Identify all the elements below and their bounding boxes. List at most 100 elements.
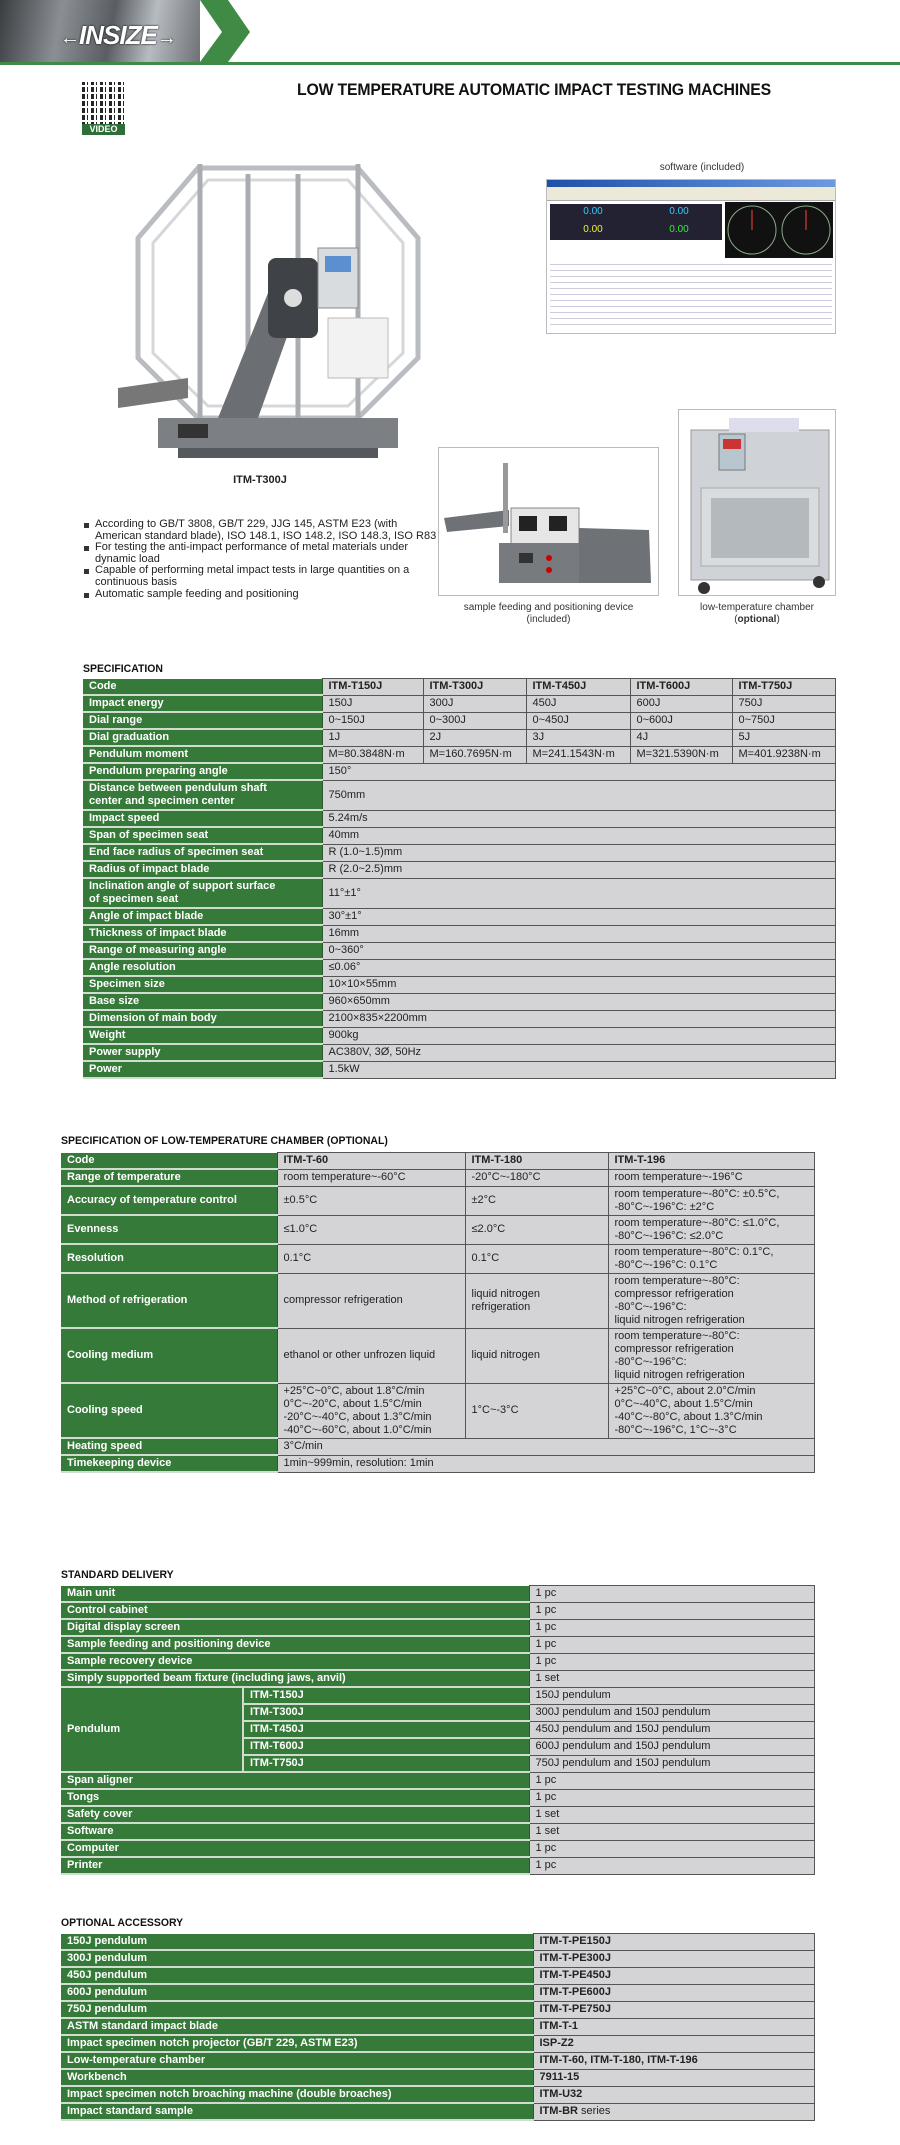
row-value: 3°C/min xyxy=(276,1437,815,1456)
row-label: Pendulum preparing angle xyxy=(83,763,323,782)
row-label: Range of measuring angle xyxy=(83,942,323,961)
row-value: M=401.9238N·m xyxy=(731,745,836,764)
accessory-code: 7911-15 xyxy=(532,2068,815,2087)
row-value: room temperature~-80°C: compressor refri… xyxy=(607,1327,815,1384)
table-row: Printer 1 pc xyxy=(61,1856,815,1876)
accessory-label: Impact specimen notch broaching machine … xyxy=(61,2086,534,2105)
row-value: 5.24m/s xyxy=(321,809,836,828)
table-row: Dial range 0~150J 0~300J 0~450J 0~600J 0~750J xyxy=(83,711,836,731)
table-row: Dial graduation 1J 2J 3J 4J 5J xyxy=(83,728,836,748)
software-toolbar xyxy=(547,187,835,201)
table-row: Evenness ≤1.0°C ≤2.0°C room temperature~-80… xyxy=(61,1214,815,1246)
table-row: Sample feeding and positioning device 1 p… xyxy=(61,1635,815,1655)
table-row: Power supply AC380V, 3Ø, 50Hz xyxy=(83,1043,836,1063)
row-label: Angle of impact blade xyxy=(83,908,323,927)
row-value: liquid nitrogen xyxy=(464,1327,609,1384)
row-label: Range of temperature xyxy=(61,1169,278,1188)
pendulum-value: 300J pendulum and 150J pendulum xyxy=(528,1703,815,1722)
item-label: Software xyxy=(61,1823,530,1842)
item-label: Main unit xyxy=(61,1585,530,1604)
row-label: Heating speed xyxy=(61,1438,278,1457)
table-row: Specimen size 10×10×55mm xyxy=(83,975,836,995)
sample-feeding-device-image xyxy=(438,447,659,596)
row-value: 10×10×55mm xyxy=(321,975,836,994)
row-value: 1.5kW xyxy=(321,1060,836,1079)
table-row: Inclination angle of support surface of … xyxy=(83,877,836,910)
table-row: Computer 1 pc xyxy=(61,1839,815,1859)
accessory-code-value: ITM-T-PE450J xyxy=(539,1969,612,1982)
row-label: Evenness xyxy=(61,1215,278,1246)
table-row: 450J pendulum ITM-T-PE450J xyxy=(61,1966,815,1986)
accessory-code: ITM-T-1 xyxy=(532,2017,815,2036)
accessory-code: ITM-T-PE150J xyxy=(532,1933,815,1951)
row-value: M=80.3848N·m xyxy=(321,745,424,764)
row-value: M=321.5390N·m xyxy=(629,745,733,764)
feature-item: For testing the anti-impact performance … xyxy=(82,541,442,565)
feeder-caption-line2: (included) xyxy=(526,614,571,625)
item-label: Printer xyxy=(61,1857,530,1876)
accessory-label: 300J pendulum xyxy=(61,1950,534,1969)
banner-chevron xyxy=(200,0,250,62)
row-value: 30°±1° xyxy=(321,907,836,926)
accessory-code: ITM-T-60, ITM-T-180, ITM-T-196 xyxy=(532,2051,815,2070)
item-qty: 1 set xyxy=(528,1669,815,1688)
accessory-code-value: ITM-T-PE300J xyxy=(539,1952,612,1965)
row-value: 1J xyxy=(321,728,424,747)
row-value: 450J xyxy=(525,694,631,713)
row-value: R (1.0~1.5)mm xyxy=(321,843,836,862)
row-value: 0~600J xyxy=(629,711,733,730)
row-value: ±2°C xyxy=(464,1185,609,1216)
item-label: Digital display screen xyxy=(61,1619,530,1638)
video-qr-code[interactable]: VIDEO xyxy=(82,82,125,135)
table-row: Base size 960×650mm xyxy=(83,992,836,1012)
insize-logo[interactable]: INSIZE xyxy=(60,20,176,51)
spec-table: Code ITM-T150J ITM-T300J ITM-T450J ITM-T600J… xyxy=(83,678,836,1080)
accessory-label: Low-temperature chamber xyxy=(61,2052,534,2071)
feature-item: Automatic sample feeding and positioning xyxy=(82,588,442,601)
row-label: Impact energy xyxy=(83,695,323,714)
accessory-code-value: ISP-Z2 xyxy=(539,2037,574,2050)
pendulum-label: Pendulum xyxy=(61,1687,244,1774)
row-value: +25°C~0°C, about 2.0°C/min 0°C~-40°C, ab… xyxy=(607,1382,815,1439)
table-row: Pendulum preparing angle 150° xyxy=(83,762,836,782)
accessory-label: ASTM standard impact blade xyxy=(61,2018,534,2037)
row-value: 5J xyxy=(731,728,836,747)
item-label: Computer xyxy=(61,1840,530,1859)
code-header: Code xyxy=(61,1152,278,1171)
row-value: M=241.1543N·m xyxy=(525,745,631,764)
row-value: room temperature~-196°C xyxy=(607,1168,815,1187)
row-value: room temperature~-60°C xyxy=(276,1168,466,1187)
code-header: Code xyxy=(83,678,323,697)
accessory-label: 750J pendulum xyxy=(61,2001,534,2020)
item-qty: 1 pc xyxy=(528,1771,815,1790)
accessory-code-value: ITM-T-PE600J xyxy=(539,1986,612,1999)
row-label: Dial graduation xyxy=(83,729,323,748)
table-row: Pendulum ITM-T150J 150J pendulum xyxy=(61,1686,815,1774)
row-value: ≤0.06° xyxy=(321,958,836,977)
accessory-code-value: ITM-T-1 xyxy=(539,2020,579,2033)
table-row: Impact speed 5.24m/s xyxy=(83,809,836,829)
table-row: Simply supported beam fixture (including… xyxy=(61,1669,815,1689)
feeder-caption-line1: sample feeding and positioning device xyxy=(463,602,634,613)
item-label: Sample feeding and positioning device xyxy=(61,1636,530,1655)
item-qty: 1 pc xyxy=(528,1585,815,1603)
software-dials xyxy=(725,202,833,258)
row-value: 0.1°C xyxy=(464,1243,609,1274)
banner-divider xyxy=(0,62,900,65)
model-header: ITM-T300J xyxy=(422,678,527,696)
delivery-title: STANDARD DELIVERY xyxy=(61,1569,174,1581)
item-qty: 1 pc xyxy=(528,1635,815,1654)
table-row: Impact standard sample ITM-BR series xyxy=(61,2102,815,2122)
accessory-code-value: ITM-U32 xyxy=(539,2088,583,2101)
row-label: Cooling speed xyxy=(61,1383,278,1440)
row-value: liquid nitrogen refrigeration xyxy=(464,1272,609,1329)
table-row: Impact specimen notch projector (GB/T 22… xyxy=(61,2034,815,2054)
header-banner: INSIZE xyxy=(0,0,900,66)
row-value: 1°C~-3°C xyxy=(464,1382,609,1439)
table-row: Distance between pendulum shaft center a… xyxy=(83,779,836,812)
pendulum-value: 600J pendulum and 150J pendulum xyxy=(528,1737,815,1756)
accessory-code-value: ITM-T-PE150J xyxy=(539,1935,612,1948)
table-row: End face radius of specimen seat R (1.0~1… xyxy=(83,843,836,863)
table-row: Software 1 set xyxy=(61,1822,815,1842)
row-label: Span of specimen seat xyxy=(83,827,323,846)
